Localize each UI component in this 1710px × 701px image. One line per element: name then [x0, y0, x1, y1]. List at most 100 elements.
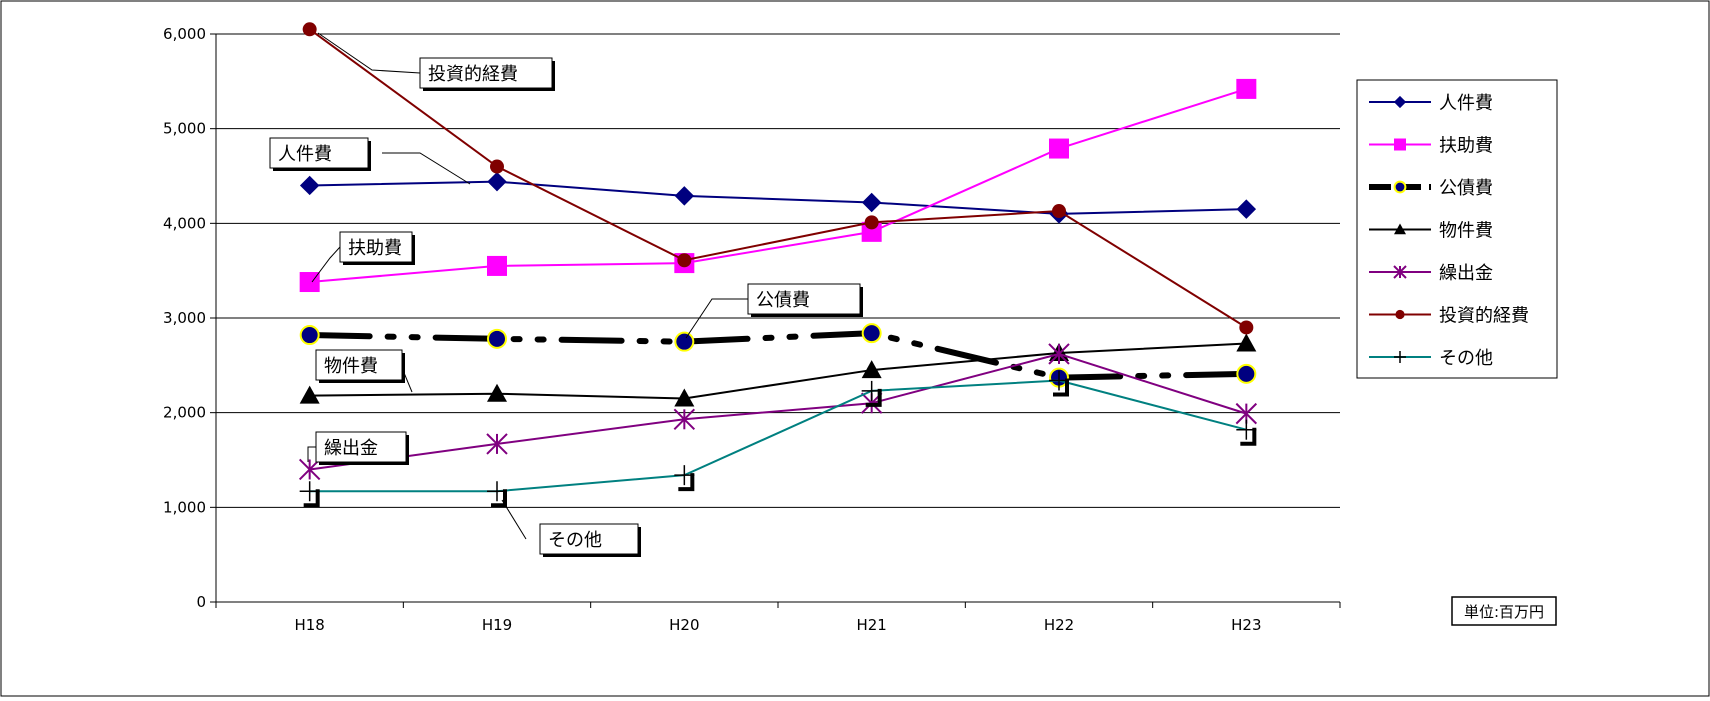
legend-label: 扶助費	[1439, 136, 1493, 157]
data-point	[299, 175, 320, 196]
callout-leader	[311, 246, 341, 283]
series-line	[309, 180, 1247, 215]
gridlines	[216, 33, 1340, 508]
data-point	[674, 186, 695, 206]
plus-corner	[1240, 427, 1257, 446]
legend-item-0: 人件費	[1369, 93, 1493, 114]
callout-box	[269, 137, 369, 169]
callout-box	[747, 283, 861, 315]
series-line	[306, 330, 1250, 381]
callout-label: 扶助費	[348, 238, 402, 259]
callout-box	[419, 57, 553, 89]
x-tick-label: H18	[294, 616, 324, 634]
data-point	[674, 465, 695, 492]
legend-item-1: 扶助費	[1369, 136, 1493, 157]
data-point	[1236, 419, 1257, 446]
data-point	[861, 380, 882, 407]
legend-label: 人件費	[1439, 93, 1493, 114]
series-group	[298, 22, 1258, 508]
data-point	[1048, 343, 1070, 365]
callout-leader	[307, 446, 316, 462]
data-point	[1236, 78, 1257, 99]
callout-box	[339, 231, 413, 263]
y-tick-label: 3,000	[163, 309, 206, 327]
callout-label: 物件費	[324, 356, 378, 377]
data-point	[302, 22, 317, 37]
data-point	[1049, 138, 1069, 159]
callout-3: 公債費	[685, 283, 863, 339]
data-point	[674, 331, 695, 352]
callout-label: その他	[548, 530, 602, 551]
data-point	[299, 272, 320, 293]
x-tick-label: H23	[1231, 616, 1261, 634]
data-point	[1393, 95, 1407, 109]
callout-2: 扶助費	[311, 231, 415, 283]
axes: 0 1,000 2,000 3,000 4,000 5,000 6,000 H18 H19 H20…	[163, 25, 1341, 634]
y-tick-label: 5,000	[163, 120, 206, 138]
series-line	[309, 379, 1247, 493]
data-point	[490, 159, 504, 174]
data-point	[1239, 320, 1254, 335]
series-line	[309, 352, 1247, 471]
data-point	[1394, 138, 1406, 151]
y-tick-label: 2,000	[163, 404, 206, 422]
plus-corner	[865, 388, 882, 407]
callout-leader	[317, 32, 421, 74]
data-point	[299, 385, 320, 404]
callout-1: 人件費	[269, 137, 471, 185]
callout-5: 繰出金	[307, 431, 409, 465]
data-point	[298, 458, 321, 481]
data-point	[1236, 363, 1257, 384]
legend-label: 投資的経費	[1439, 306, 1529, 327]
legend-label: 公債費	[1439, 178, 1493, 199]
x-tick-label: H20	[669, 616, 699, 634]
legend-label: その他	[1439, 348, 1493, 369]
data-point	[861, 323, 882, 344]
data-point	[1393, 180, 1407, 194]
data-point	[1236, 199, 1257, 219]
callout-leader	[685, 298, 748, 339]
plus-corner	[1053, 378, 1069, 397]
data-point	[487, 171, 507, 192]
data-point	[677, 253, 692, 268]
unit-box: 単位:百万円	[1451, 596, 1557, 626]
data-point	[299, 325, 320, 346]
unit-label: 単位:百万円	[1464, 603, 1544, 621]
data-point	[487, 328, 507, 349]
x-tick-label: H22	[1044, 616, 1074, 634]
data-point	[673, 408, 696, 431]
data-point	[864, 215, 879, 230]
callout-box	[315, 349, 403, 381]
callout-6: その他	[501, 499, 641, 557]
plus-corner	[303, 489, 320, 508]
callout-box	[315, 431, 407, 463]
callout-4: 物件費	[315, 349, 413, 393]
callout-leader	[382, 152, 471, 185]
y-tick-label: 1,000	[163, 498, 206, 516]
callout-box	[539, 523, 639, 555]
legend-item-3: 物件費	[1369, 221, 1493, 242]
data-point	[1395, 309, 1405, 320]
series-5	[302, 22, 1254, 335]
legend-label: 繰出金	[1439, 263, 1493, 284]
data-point	[299, 481, 320, 508]
series-line	[309, 28, 1247, 329]
data-point	[1393, 265, 1407, 279]
plus-corner	[678, 473, 695, 492]
callout-label: 人件費	[278, 144, 332, 165]
data-point	[1052, 204, 1066, 219]
data-point	[487, 383, 507, 402]
y-tick-label: 0	[196, 593, 206, 611]
data-point	[1394, 351, 1406, 363]
callout-label: 公債費	[756, 290, 810, 311]
callout-0: 投資的経費	[317, 32, 555, 91]
data-point	[1236, 333, 1257, 352]
x-tick-label: H19	[482, 616, 512, 634]
callout-leader	[501, 499, 527, 540]
data-point	[861, 192, 882, 213]
x-tick-label: H21	[856, 616, 886, 634]
y-tick-label: 4,000	[163, 214, 206, 232]
